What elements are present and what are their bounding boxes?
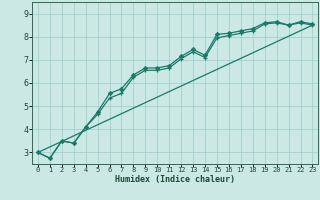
X-axis label: Humidex (Indice chaleur): Humidex (Indice chaleur) xyxy=(115,175,235,184)
